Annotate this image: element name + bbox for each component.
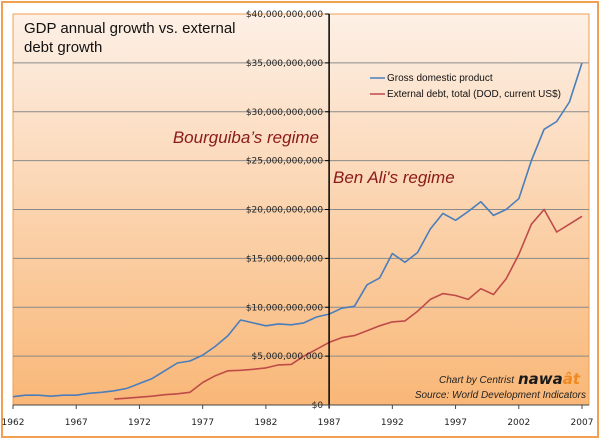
y-tick-label: $25,000,000,000: [246, 157, 324, 167]
y-tick-label: $5,000,000,000: [252, 352, 324, 362]
y-tick-label: $0: [312, 401, 324, 411]
nawaat-logo: nawaât: [518, 370, 581, 388]
y-tick-label: $20,000,000,000: [246, 206, 324, 216]
x-tick-label: 1972: [128, 418, 151, 428]
y-axis: $0 $5,000,000,000 $10,000,000,000 $15,000,0…: [246, 10, 330, 411]
x-tick-label: 1962: [2, 418, 25, 428]
y-tick-label: $15,000,000,000: [246, 254, 324, 264]
legend-label-gdp: Gross domestic product: [387, 73, 493, 84]
x-tick-label: 2007: [571, 418, 594, 428]
x-tick-label: 1967: [65, 418, 88, 428]
y-tick-label: $35,000,000,000: [246, 59, 324, 69]
x-tick-label: 1992: [381, 418, 404, 428]
gdp-line: [12, 62, 583, 398]
credit-text: Chart by Centrist: [439, 375, 515, 386]
x-tick-label: 1997: [444, 418, 467, 428]
x-tick-label: 1977: [191, 418, 214, 428]
chart-title-line1: GDP annual growth vs. external debt growt…: [24, 20, 236, 56]
y-tick-label: $40,000,000,000: [246, 10, 324, 20]
y-tick-label: $10,000,000,000: [246, 303, 324, 313]
y-tick-label: $30,000,000,000: [246, 108, 324, 118]
x-tick-label: 2002: [507, 418, 530, 428]
source-text: Source: World Development Indicators: [415, 390, 586, 401]
x-tick-label: 1987: [318, 418, 341, 428]
legend: Gross domestic product External debt, to…: [370, 73, 561, 100]
x-axis: 1962 1967 1972 1977 1982 1987 1992 1997 2002 2007: [2, 404, 594, 428]
gridlines: [13, 62, 589, 357]
legend-label-debt: External debt, total (DOD, current US$): [387, 89, 561, 100]
series-lines: [12, 62, 583, 400]
annotation-bourguiba: Bourguiba’s regime: [173, 128, 319, 147]
annotation-ben-ali: Ben Ali's regime: [333, 168, 455, 187]
external-debt-line: [114, 208, 583, 400]
x-tick-label: 1982: [254, 418, 277, 428]
